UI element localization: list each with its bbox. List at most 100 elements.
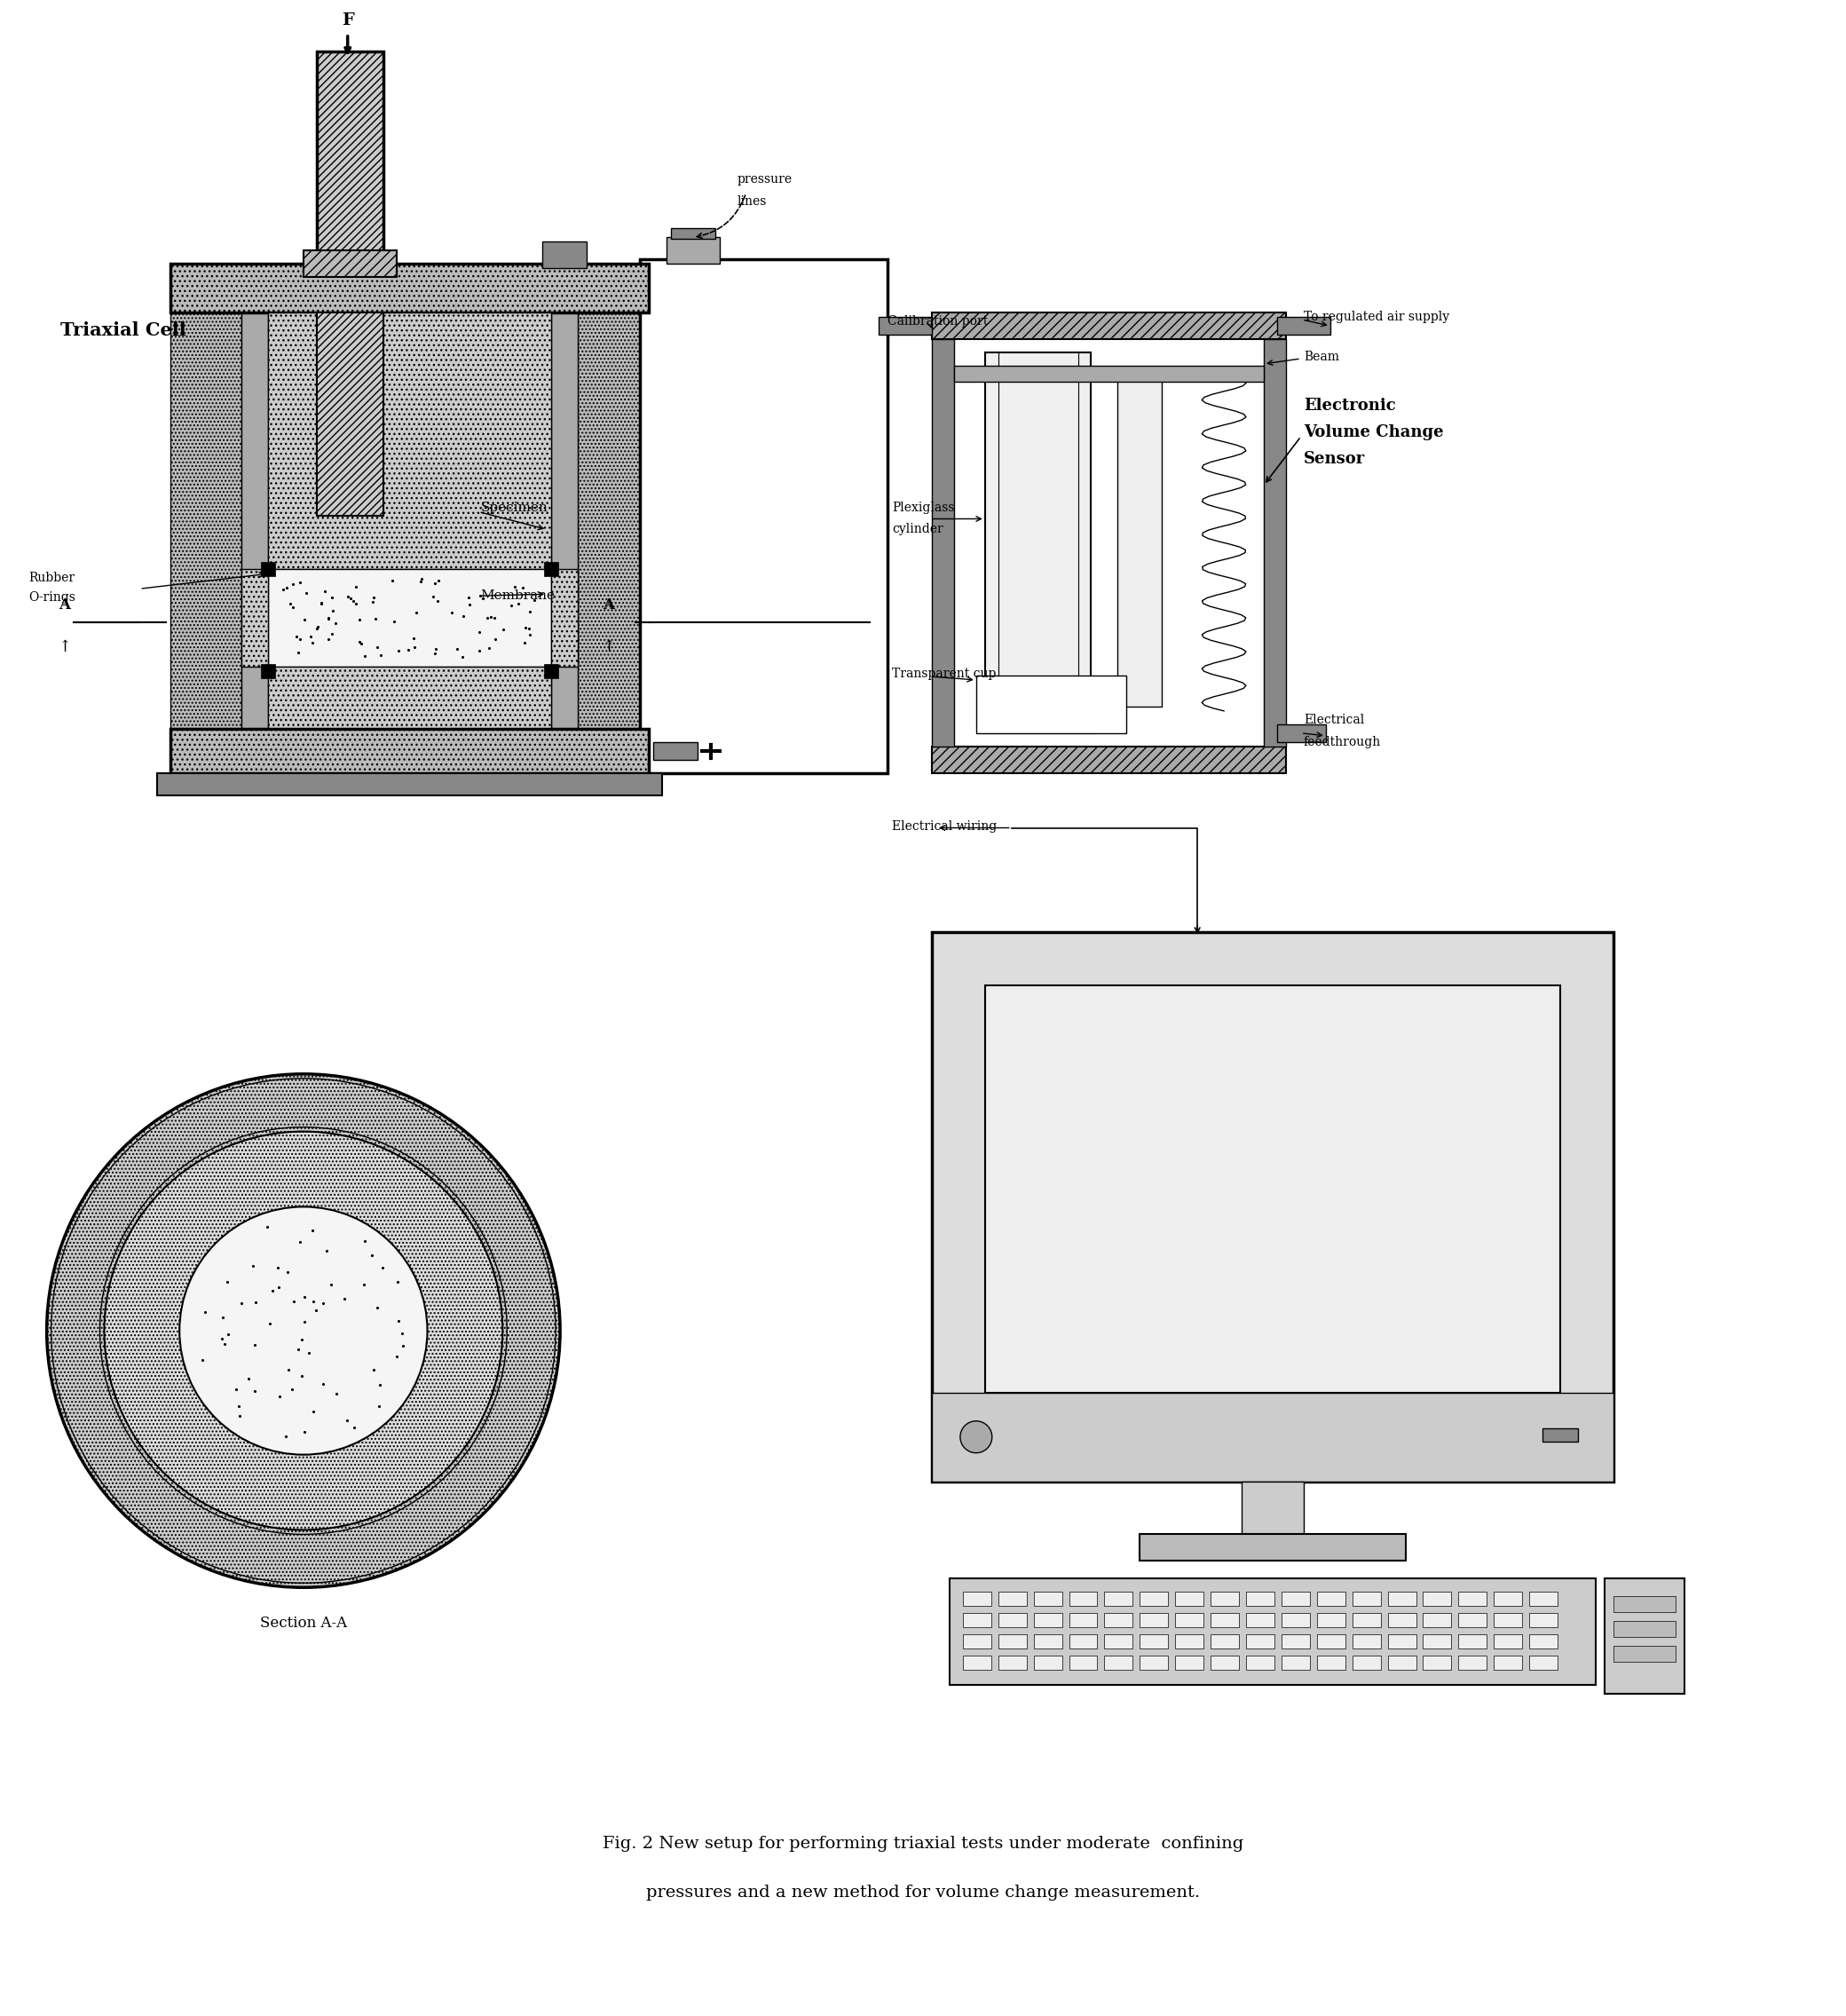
Bar: [1176, 1635, 1204, 1649]
Bar: [954, 365, 1265, 381]
Text: Electronic: Electronic: [1303, 397, 1396, 413]
Bar: [641, 260, 888, 772]
Bar: [1034, 1655, 1061, 1669]
Text: F: F: [342, 12, 354, 28]
Bar: [242, 312, 268, 728]
Bar: [157, 772, 663, 794]
Text: Specimen: Specimen: [480, 502, 548, 514]
Bar: [666, 238, 720, 264]
Bar: [977, 675, 1126, 734]
Bar: [1543, 1427, 1578, 1441]
Bar: [1277, 724, 1325, 742]
Bar: [1034, 1613, 1061, 1627]
Bar: [1388, 1613, 1416, 1627]
Bar: [1139, 1655, 1169, 1669]
Bar: [999, 1655, 1026, 1669]
Bar: [1458, 1593, 1486, 1607]
Bar: [1281, 1593, 1311, 1607]
Text: Triaxial Cell: Triaxial Cell: [61, 321, 186, 339]
Bar: [986, 986, 1560, 1393]
Bar: [1316, 1593, 1346, 1607]
Bar: [1458, 1613, 1486, 1627]
Bar: [268, 667, 552, 728]
Circle shape: [103, 1131, 502, 1530]
Bar: [1246, 1655, 1274, 1669]
Bar: [1117, 379, 1161, 706]
Bar: [543, 242, 587, 268]
Text: Volume Change: Volume Change: [1303, 423, 1444, 439]
Circle shape: [46, 1075, 559, 1587]
Bar: [1034, 1593, 1061, 1607]
Text: Sensor: Sensor: [1303, 452, 1364, 466]
Bar: [1034, 1635, 1061, 1649]
Bar: [1211, 1635, 1239, 1649]
Bar: [1613, 1645, 1676, 1661]
Text: Plexiglass: Plexiglass: [892, 502, 954, 514]
Bar: [1423, 1593, 1451, 1607]
Bar: [1528, 1635, 1558, 1649]
Bar: [1104, 1613, 1133, 1627]
Bar: [986, 353, 1091, 734]
Bar: [964, 1655, 991, 1669]
Bar: [1493, 1613, 1523, 1627]
Text: Electrical wiring: Electrical wiring: [892, 821, 997, 833]
Bar: [1246, 1593, 1274, 1607]
Bar: [879, 317, 932, 335]
Bar: [1139, 1613, 1169, 1627]
Bar: [1069, 1613, 1097, 1627]
Text: Membrane: Membrane: [480, 589, 556, 603]
Bar: [964, 1635, 991, 1649]
Bar: [318, 312, 384, 516]
Bar: [1069, 1655, 1097, 1669]
Bar: [1353, 1593, 1381, 1607]
Bar: [545, 562, 557, 577]
Bar: [1139, 1593, 1169, 1607]
Text: ↑: ↑: [602, 639, 615, 655]
Bar: [1458, 1635, 1486, 1649]
Bar: [1613, 1621, 1676, 1637]
Text: Rubber: Rubber: [30, 573, 76, 585]
Bar: [1353, 1635, 1381, 1649]
Bar: [1493, 1593, 1523, 1607]
Bar: [1353, 1613, 1381, 1627]
Bar: [1493, 1635, 1523, 1649]
Text: To regulated air supply: To regulated air supply: [1303, 310, 1449, 323]
Circle shape: [960, 1421, 991, 1454]
Text: Transparent cup: Transparent cup: [892, 667, 997, 679]
Bar: [1458, 1655, 1486, 1669]
Bar: [670, 228, 714, 240]
Text: Fig. 2 New setup for performing triaxial tests under moderate  confining: Fig. 2 New setup for performing triaxial…: [602, 1837, 1244, 1853]
Bar: [1246, 1635, 1274, 1649]
Bar: [932, 1393, 1613, 1482]
Bar: [999, 1635, 1026, 1649]
Bar: [1604, 1579, 1684, 1693]
Bar: [1104, 1635, 1133, 1649]
Bar: [1316, 1613, 1346, 1627]
Bar: [268, 569, 552, 667]
Text: cylinder: cylinder: [892, 524, 943, 536]
Bar: [303, 250, 397, 276]
Bar: [170, 264, 648, 312]
Bar: [1242, 1482, 1303, 1534]
Bar: [1176, 1613, 1204, 1627]
Text: ↑: ↑: [57, 639, 72, 655]
Bar: [1211, 1613, 1239, 1627]
Bar: [964, 1613, 991, 1627]
Bar: [1176, 1655, 1204, 1669]
Bar: [260, 562, 275, 577]
Bar: [1281, 1655, 1311, 1669]
Bar: [1176, 1593, 1204, 1607]
Bar: [1316, 1655, 1346, 1669]
Bar: [1388, 1593, 1416, 1607]
Bar: [1316, 1635, 1346, 1649]
Bar: [1281, 1635, 1311, 1649]
Bar: [1423, 1655, 1451, 1669]
Bar: [1211, 1593, 1239, 1607]
Bar: [964, 1593, 991, 1607]
Bar: [949, 1579, 1595, 1685]
Bar: [1246, 1613, 1274, 1627]
Bar: [578, 312, 648, 728]
Text: A: A: [604, 597, 615, 613]
Bar: [318, 50, 384, 264]
Bar: [1528, 1593, 1558, 1607]
